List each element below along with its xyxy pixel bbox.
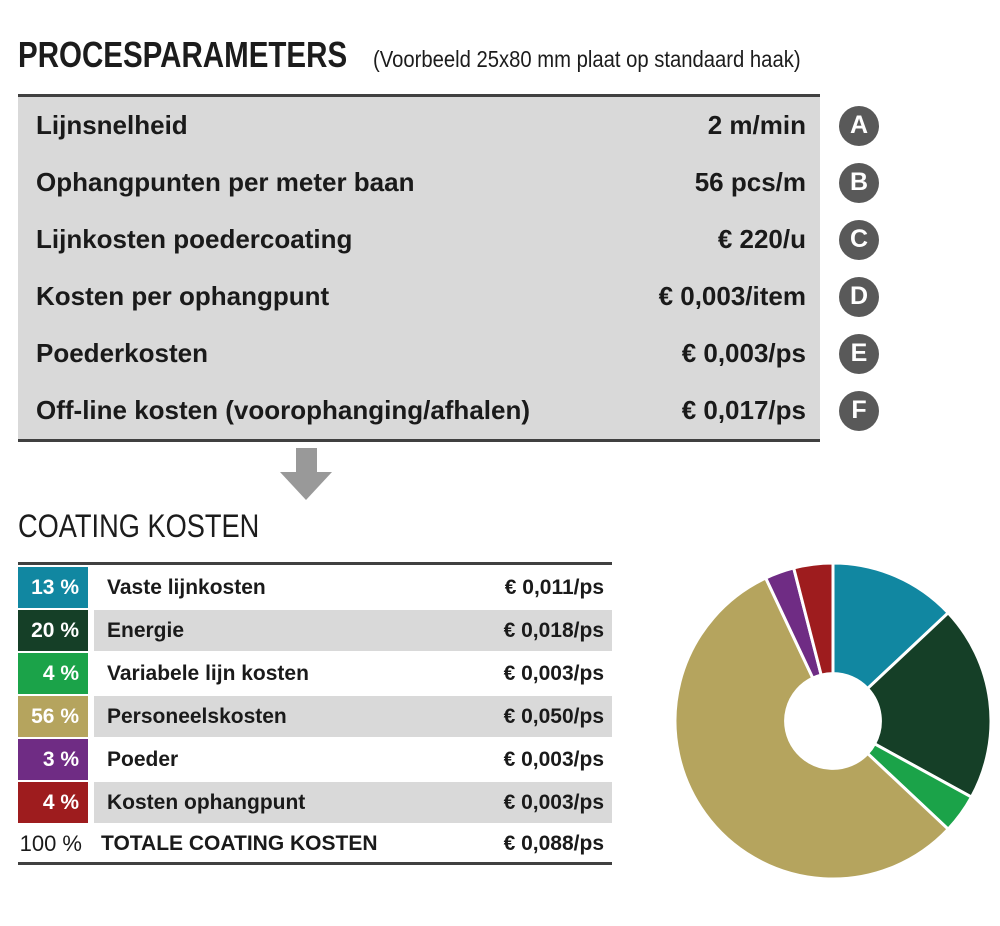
param-label: Ophangpunten per meter baan	[36, 167, 415, 197]
percent-cell: 56 %	[18, 696, 88, 737]
page-title: PROCESPARAMETERS	[18, 34, 348, 75]
cost-value: € 0,050/ps	[503, 704, 604, 728]
cost-value: € 0,003/ps	[503, 747, 604, 771]
table-row: 13 % Vaste lijnkosten € 0,011/ps	[18, 567, 612, 608]
table-row: Lijnkosten poedercoating € 220/u	[18, 211, 820, 268]
param-label: Lijnsnelheid	[36, 110, 188, 140]
infographic-page: PROCESPARAMETERS (Voorbeeld 25x80 mm pla…	[0, 34, 1000, 926]
process-parameters-table: Lijnsnelheid 2 m/min Ophangpunten per me…	[18, 94, 820, 442]
cost-label: Poeder	[107, 747, 179, 771]
badge-column: A B C D E F	[838, 94, 880, 442]
percent-cell: 20 %	[18, 610, 88, 651]
donut-segment-Personeelskosten	[673, 576, 950, 881]
total-label: TOTALE COATING KOSTEN	[101, 831, 378, 855]
percent-cell: 13 %	[18, 567, 88, 608]
total-value: € 0,088/ps	[503, 831, 604, 855]
total-percent: 100 %	[19, 830, 82, 856]
cost-label: Vaste lijnkosten	[107, 575, 266, 599]
table-row: Ophangpunten per meter baan 56 pcs/m	[18, 154, 820, 211]
table-row: Poederkosten € 0,003/ps	[18, 325, 820, 382]
param-value: € 0,003/item	[658, 281, 806, 311]
table-row: Lijnsnelheid 2 m/min	[18, 97, 820, 154]
param-value: 56 pcs/m	[694, 167, 806, 197]
coating-kosten-heading: COATING KOSTEN	[18, 508, 260, 544]
badge-e: E	[839, 333, 879, 374]
cost-label: Kosten ophangpunt	[107, 790, 306, 814]
coating-kosten-section: 13 % Vaste lijnkosten € 0,011/ps 20 % En…	[18, 561, 1000, 891]
donut-segment-Kosten ophangpunt	[792, 561, 835, 677]
table-row: 20 % Energie € 0,018/ps	[18, 610, 612, 651]
badge-b: B	[839, 162, 879, 203]
badge-f: F	[839, 390, 879, 431]
param-value: € 0,017/ps	[681, 395, 806, 425]
cost-value: € 0,018/ps	[503, 618, 604, 642]
page-header: PROCESPARAMETERS (Voorbeeld 25x80 mm pla…	[18, 34, 982, 76]
coating-kosten-table: 13 % Vaste lijnkosten € 0,011/ps 20 % En…	[18, 562, 612, 865]
cost-value: € 0,011/ps	[504, 575, 604, 599]
cost-value: € 0,003/ps	[503, 661, 604, 685]
badge-c: C	[839, 219, 879, 260]
donut-segment-Vaste lijnkosten	[831, 561, 950, 691]
process-parameters-section: Lijnsnelheid 2 m/min Ophangpunten per me…	[18, 94, 1000, 442]
donut-segment-Energie	[866, 611, 993, 799]
param-value: 2 m/min	[707, 110, 806, 140]
percent-cell: 3 %	[18, 739, 88, 780]
donut-chart-svg	[673, 561, 993, 881]
table-row: 4 % Variabele lijn kosten € 0,003/ps	[18, 653, 612, 694]
badge-d: D	[839, 276, 879, 317]
cost-label: Personeelskosten	[107, 704, 287, 728]
cost-label: Variabele lijn kosten	[107, 661, 309, 685]
table-row: 3 % Poeder € 0,003/ps	[18, 739, 612, 780]
page-subtitle: (Voorbeeld 25x80 mm plaat op standaard h…	[373, 46, 801, 72]
down-arrow-icon	[280, 448, 332, 500]
cost-label: Energie	[107, 618, 185, 642]
table-row: Off-line kosten (voorophanging/afhalen) …	[18, 382, 820, 439]
param-label: Kosten per ophangpunt	[36, 281, 330, 311]
total-row: 100 % TOTALE COATING KOSTEN € 0,088/ps	[18, 825, 612, 865]
table-row: Kosten per ophangpunt € 0,003/item	[18, 268, 820, 325]
badge-a: A	[839, 105, 879, 146]
cost-value: € 0,003/ps	[503, 790, 604, 814]
param-value: € 220/u	[717, 224, 806, 254]
param-label: Lijnkosten poedercoating	[36, 224, 353, 254]
param-label: Off-line kosten (voorophanging/afhalen)	[36, 395, 530, 425]
percent-cell: 4 %	[18, 653, 88, 694]
donut-chart	[668, 556, 998, 891]
table-row: 56 % Personeelskosten € 0,050/ps	[18, 696, 612, 737]
param-value: € 0,003/ps	[681, 338, 806, 368]
percent-cell: 4 %	[18, 782, 88, 823]
param-label: Poederkosten	[36, 338, 208, 368]
table-row: 4 % Kosten ophangpunt € 0,003/ps	[18, 782, 612, 823]
